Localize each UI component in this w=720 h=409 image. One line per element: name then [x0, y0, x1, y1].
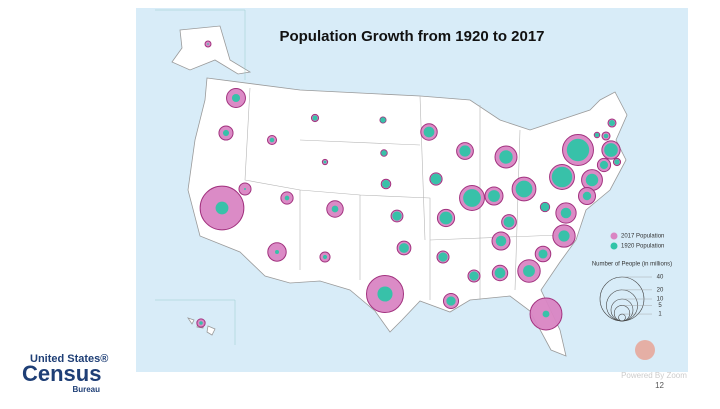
legend-label: 1920 Population	[621, 244, 664, 250]
bubble-1920	[312, 115, 318, 121]
bubble-1920	[392, 211, 402, 221]
bubble-1920	[399, 243, 409, 253]
size-legend-label: 40	[657, 275, 664, 281]
legend: 2017 Population 1920 Population Number of …	[592, 232, 672, 322]
bubbles	[196, 40, 622, 331]
map-land	[171, 25, 628, 357]
bubble-1920	[430, 173, 442, 185]
legend-swatch	[610, 242, 618, 250]
logo-line3: Bureau	[72, 385, 100, 394]
logo-line2: Census	[22, 361, 101, 386]
bubble-1920	[380, 117, 386, 123]
bubble-1920	[469, 271, 479, 281]
bubble-1920	[538, 249, 548, 259]
size-legend-label: 20	[657, 287, 664, 293]
bubble-1920	[582, 191, 592, 201]
bubble-1920	[381, 150, 387, 156]
bubble-1920	[608, 119, 616, 127]
bubble-1920	[542, 310, 550, 318]
bubble-1920	[275, 250, 279, 254]
watermark-icon	[635, 340, 655, 360]
bubble-1920	[551, 166, 573, 188]
bubble-1920	[439, 211, 453, 225]
logo-line1: United States®	[30, 353, 108, 365]
size-legend-title: Number of People (in millions)	[592, 262, 672, 268]
bubble-1920	[463, 189, 481, 207]
bubble-1920	[231, 93, 241, 103]
bubble-1920	[494, 267, 506, 279]
bubble-1920	[594, 132, 600, 138]
bubble-1920	[244, 188, 246, 190]
bubble-1920	[446, 296, 456, 306]
bubble-1920	[199, 321, 203, 325]
bubble-1920	[382, 180, 390, 188]
bubble-1920	[377, 286, 393, 302]
us-outline	[187, 77, 628, 357]
bubble-1920	[503, 216, 515, 228]
bubble-1920	[322, 254, 328, 260]
bubble-1920	[495, 235, 507, 247]
size-legend-label: 1	[658, 312, 662, 318]
size-legend-label: 10	[657, 297, 664, 303]
bubble-1920	[488, 190, 500, 202]
page-number: 12	[655, 381, 664, 390]
legend-swatch	[610, 232, 618, 240]
bubble-1920	[558, 230, 570, 242]
bubble-1920	[523, 265, 535, 277]
bubble-1920	[560, 207, 572, 219]
size-legend-label: 5	[658, 303, 662, 309]
bubble-1920	[438, 252, 448, 262]
chart-title: Population Growth from 1920 to 2017	[279, 28, 544, 45]
bubble-1920	[284, 195, 290, 201]
inset-frames	[155, 9, 246, 345]
bubble-1920	[614, 159, 620, 165]
bubble-1920	[499, 150, 513, 164]
bubble-1920	[331, 205, 339, 213]
alaska-outline	[171, 25, 252, 75]
bubble-1920	[423, 126, 435, 138]
bubble-1920	[603, 133, 609, 139]
bubble-1920	[515, 180, 533, 198]
bubble-1920	[269, 137, 275, 143]
bubble-1920	[566, 138, 590, 162]
bubble-1920	[459, 145, 471, 157]
legend-label: 2017 Population	[621, 234, 664, 240]
bubble-1920	[585, 173, 599, 187]
bubble-1920	[599, 160, 609, 170]
bubble-1920	[207, 43, 209, 45]
bubble-1920	[540, 202, 550, 212]
bubble-1920	[215, 201, 229, 215]
bubble-1920	[323, 160, 327, 164]
bubble-1920	[222, 129, 230, 137]
watermark: Powered By Zoom	[621, 371, 687, 380]
bubble-1920	[604, 143, 618, 157]
